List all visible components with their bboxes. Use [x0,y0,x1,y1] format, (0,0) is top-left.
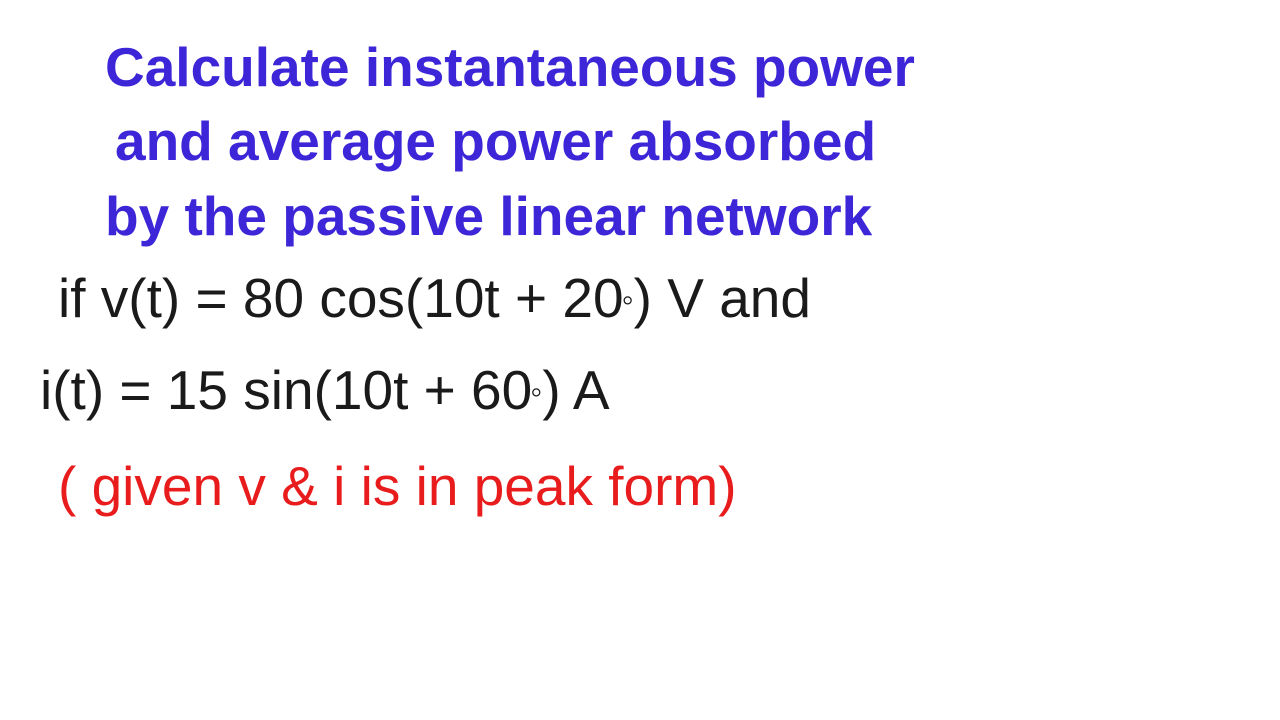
given-voltage-line: if v(t) = 80 cos(10t + 20) V and [40,261,1240,335]
current-text-suffix: ) A [542,359,609,421]
title-line-3: by the passive linear network [40,179,1240,253]
title-line-1: Calculate instantaneous power [40,30,1240,104]
note-line: ( given v & i is in peak form) [40,449,1240,523]
title-line-2: and average power absorbed [40,104,1240,178]
degree-symbol-icon [530,369,542,415]
voltage-text-suffix: ) V and [634,267,811,329]
current-text-prefix: i(t) = 15 sin(10t + 60 [40,359,532,421]
given-current-line: i(t) = 15 sin(10t + 60) A [40,353,1240,427]
degree-symbol-icon [622,277,634,323]
voltage-text-prefix: if v(t) = 80 cos(10t + 20 [58,267,624,329]
